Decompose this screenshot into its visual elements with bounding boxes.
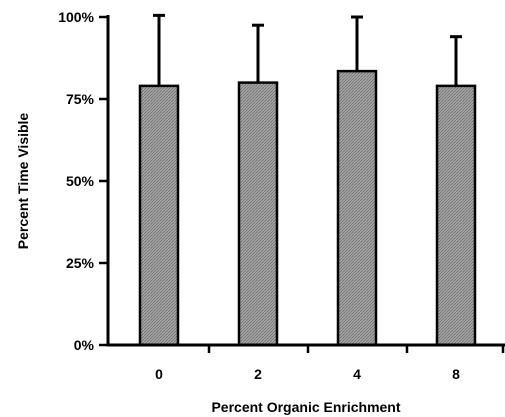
y-axis-label: Percent Time Visible [15, 113, 31, 250]
x-axis-label: Percent Organic Enrichment [211, 399, 400, 415]
y-tick-label-0: 0% [74, 337, 95, 353]
y-tick-label-100: 100% [58, 9, 94, 25]
error-bars-group [153, 13, 462, 86]
x-tick-label-8: 8 [452, 366, 460, 382]
bar-2 [237, 81, 279, 347]
y-tick-label-50: 50% [66, 173, 95, 189]
bar-4 [336, 69, 378, 347]
x-tick-label-0: 0 [155, 366, 163, 382]
x-tick-label-4: 4 [353, 366, 361, 382]
y-tick-label-25: 25% [66, 255, 95, 271]
bars-group [138, 69, 477, 347]
bar-0 [138, 84, 180, 347]
bar-8 [435, 84, 477, 347]
tick-labels-group: 0 2 4 8 0% 25% 50% 75% 100% [58, 9, 460, 382]
x-tick-label-2: 2 [254, 366, 262, 382]
axes-group [99, 15, 505, 353]
y-tick-label-75: 75% [66, 91, 95, 107]
